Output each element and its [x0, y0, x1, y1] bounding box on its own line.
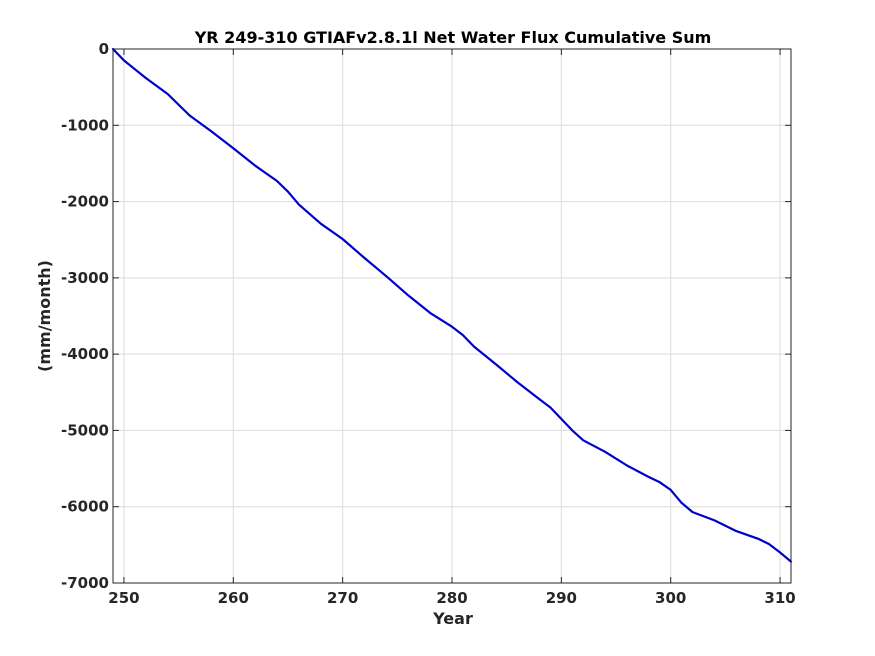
x-axis-title: Year — [432, 609, 473, 628]
y-tick-label: -7000 — [61, 574, 109, 592]
x-tick-label: 250 — [108, 589, 139, 607]
y-tick-label: -4000 — [61, 345, 109, 363]
y-tick-label: -2000 — [61, 193, 109, 211]
x-tick-label: 310 — [764, 589, 795, 607]
y-tick-label: -3000 — [61, 269, 109, 287]
tick-labels: 250 260 270 280 290 300 310 0 -1000 -2000 -3000 -40… — [61, 40, 796, 607]
series-line-0 — [111, 47, 793, 563]
x-tick-label: 300 — [655, 589, 686, 607]
x-tick-label: 280 — [436, 589, 467, 607]
chart-title: YR 249-310 GTIAFv2.8.1l Net Water Flux C… — [194, 28, 712, 47]
x-tick-label: 260 — [218, 589, 249, 607]
y-tick-label: -5000 — [61, 421, 109, 439]
y-tick-label: -6000 — [61, 498, 109, 516]
x-tick-label: 270 — [327, 589, 358, 607]
y-tick-label: -1000 — [61, 116, 109, 134]
axis-ticks — [113, 48, 791, 584]
x-tick-label: 290 — [546, 589, 577, 607]
y-tick-label: 0 — [99, 40, 109, 58]
series-layer — [111, 47, 793, 563]
y-axis-title: (mm/month) — [35, 260, 54, 372]
